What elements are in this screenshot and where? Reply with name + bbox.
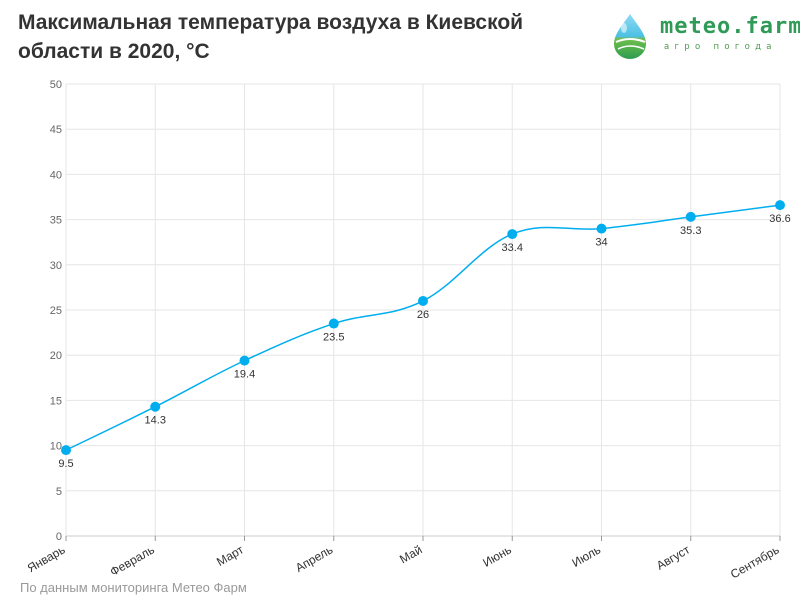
x-tick-label: Июнь [480, 542, 513, 569]
y-tick-label: 30 [50, 260, 62, 272]
x-tick-label: Апрель [293, 542, 335, 574]
x-tick-label: Сентябрь [728, 542, 782, 581]
data-label: 23.5 [323, 332, 344, 344]
logo-name: meteo.farm [660, 14, 800, 39]
meteo-farm-logo[interactable]: meteo.farm агро погода [610, 12, 800, 60]
y-tick-label: 20 [50, 350, 62, 362]
logo-tagline: агро погода [664, 42, 777, 52]
data-point[interactable] [150, 401, 161, 412]
data-label: 9.5 [58, 458, 73, 470]
y-tick-label: 5 [56, 486, 62, 498]
y-tick-label: 45 [50, 124, 62, 136]
data-label: 33.4 [502, 242, 523, 254]
y-tick-label: 25 [50, 305, 62, 317]
water-drop-icon [614, 14, 646, 59]
data-label: 26 [417, 309, 429, 321]
x-tick-label: Август [654, 542, 693, 572]
data-label: 19.4 [234, 369, 255, 381]
data-point[interactable] [418, 295, 428, 306]
data-point[interactable] [239, 355, 250, 366]
x-tick-label: Февраль [108, 542, 157, 579]
x-tick-label: Март [214, 542, 246, 569]
data-labels: 9.5 14.3 19.4 23.5 26 33.4 34 35.3 36.6 [58, 213, 790, 470]
data-point[interactable] [685, 211, 696, 222]
series-points [61, 200, 785, 456]
data-point[interactable] [507, 229, 518, 240]
x-tick-label: Май [397, 542, 424, 566]
x-tick-label: Июль [569, 542, 603, 569]
y-tick-label: 0 [56, 531, 62, 543]
y-tick-label: 10 [50, 441, 62, 453]
data-label: 34 [595, 237, 607, 249]
data-label: 14.3 [145, 415, 166, 427]
y-axis-ticks: 0 5 10 15 20 25 30 35 40 45 50 [50, 79, 62, 543]
y-tick-label: 35 [50, 215, 62, 227]
y-tick-label: 15 [50, 395, 62, 407]
x-axis-ticks: Январь Февраль Март Апрель Май Июнь Июль Август… [25, 536, 782, 581]
data-point[interactable] [61, 445, 71, 456]
data-point[interactable] [328, 318, 339, 329]
data-label: 35.3 [680, 225, 701, 237]
chart-title: Максимальная температура воздуха в Киевс… [18, 11, 524, 63]
source-footer: По данным мониторинга Метео Фарм [20, 580, 247, 595]
grid [65, 83, 781, 537]
data-point[interactable] [775, 200, 785, 211]
data-label: 36.6 [769, 213, 790, 225]
data-point[interactable] [596, 223, 607, 234]
x-tick-label: Январь [25, 542, 68, 575]
y-tick-label: 40 [50, 169, 62, 181]
y-tick-label: 50 [50, 79, 62, 91]
